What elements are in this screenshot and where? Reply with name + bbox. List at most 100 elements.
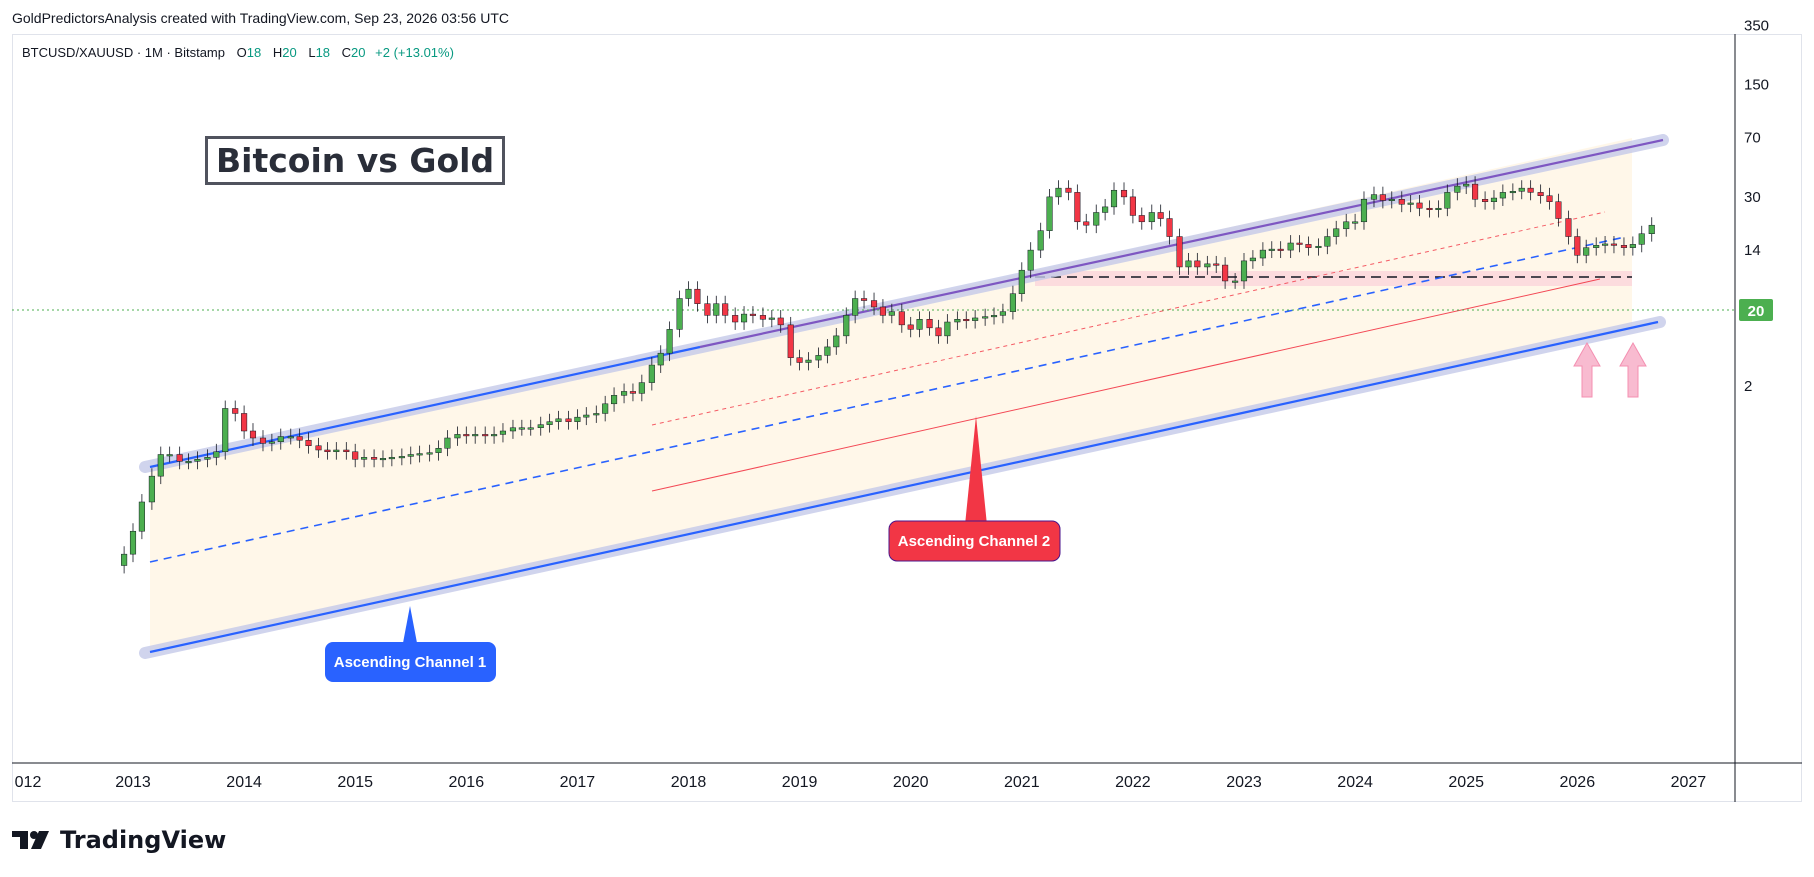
candle-down bbox=[1472, 183, 1479, 200]
tradingview-brand[interactable]: TradingView bbox=[12, 826, 226, 854]
channel2-pointer bbox=[965, 416, 987, 525]
candle-up bbox=[491, 434, 498, 437]
channel1-label: Ascending Channel 1 bbox=[334, 654, 487, 671]
chart-title-box: Bitcoin vs Gold bbox=[205, 136, 506, 185]
time-tick-label: 012 bbox=[15, 774, 42, 791]
candle-down bbox=[296, 436, 303, 441]
candle-down bbox=[1176, 236, 1183, 268]
candle-down bbox=[1379, 194, 1386, 201]
time-tick-label: 2026 bbox=[1560, 774, 1596, 791]
candle-up bbox=[1268, 248, 1275, 251]
candle-up bbox=[621, 391, 628, 396]
candle-up bbox=[509, 427, 517, 432]
candle-down bbox=[1482, 199, 1489, 202]
candle-up bbox=[815, 355, 822, 361]
candle-up bbox=[888, 311, 895, 316]
publisher-credit: GoldPredictorsAnalysis created with Trad… bbox=[12, 10, 509, 26]
channel1-label-bg bbox=[325, 642, 496, 682]
candle-up bbox=[398, 456, 405, 459]
tradingview-logo-icon bbox=[12, 831, 49, 849]
candle-down bbox=[1620, 245, 1628, 248]
candle-up bbox=[1324, 236, 1331, 247]
candle-down bbox=[1222, 264, 1229, 282]
candle-up bbox=[527, 427, 534, 430]
candle-down bbox=[629, 391, 637, 394]
candle-up bbox=[1388, 199, 1395, 202]
candle-down bbox=[176, 454, 183, 462]
candle-up bbox=[499, 430, 507, 435]
legend-high: 20 bbox=[282, 45, 297, 60]
legend-symbol[interactable]: BTCUSD/XAUUSD bbox=[22, 45, 134, 60]
candle-down bbox=[249, 430, 257, 439]
candle-up bbox=[268, 441, 275, 444]
candle-down bbox=[1555, 201, 1562, 219]
candle-down bbox=[1194, 260, 1201, 268]
candle-up bbox=[648, 364, 655, 383]
candle-down bbox=[343, 449, 350, 453]
candle-down bbox=[1213, 263, 1220, 266]
candle-up bbox=[185, 461, 192, 464]
candle-up bbox=[1360, 199, 1368, 223]
candle-down bbox=[1426, 207, 1433, 210]
candle-up bbox=[805, 359, 812, 363]
legend-low-label: L bbox=[308, 45, 316, 60]
candle-up bbox=[1352, 221, 1359, 224]
candle-down bbox=[1610, 243, 1618, 246]
candle-down bbox=[907, 324, 914, 330]
candle-up bbox=[537, 424, 544, 428]
candle-up bbox=[1444, 192, 1451, 209]
candle-up bbox=[824, 346, 831, 356]
candle-down bbox=[1305, 244, 1312, 248]
candle-up bbox=[1629, 244, 1636, 248]
time-tick-label: 2025 bbox=[1448, 774, 1484, 791]
candle-down bbox=[1083, 221, 1090, 226]
legend-close: 20 bbox=[351, 45, 366, 60]
price-tick-label: 14 bbox=[1744, 242, 1761, 259]
symbol-legend[interactable]: BTCUSD/XAUUSD · 1M · Bitstamp O18 H20 L1… bbox=[22, 45, 454, 60]
candle-up bbox=[277, 436, 284, 443]
candle-up bbox=[1009, 293, 1016, 312]
price-tick-label: 2 bbox=[1744, 378, 1752, 395]
candle-up bbox=[388, 457, 395, 460]
candle-up bbox=[1259, 249, 1266, 259]
candle-up bbox=[768, 317, 775, 320]
time-tick-label: 2021 bbox=[1004, 774, 1040, 791]
candle-up bbox=[213, 451, 220, 458]
time-tick-label: 2019 bbox=[782, 774, 818, 791]
candle-down bbox=[704, 303, 711, 316]
candle-up bbox=[843, 315, 850, 337]
channel-top-line-a bbox=[149, 345, 701, 469]
candle-down bbox=[879, 306, 886, 316]
candle-down bbox=[1120, 189, 1128, 198]
candle-up bbox=[1454, 185, 1461, 193]
time-tick-label: 2014 bbox=[226, 774, 262, 791]
candle-up bbox=[741, 313, 748, 323]
candle-up bbox=[990, 315, 998, 318]
candle-up bbox=[1490, 197, 1498, 202]
candle-up bbox=[555, 418, 562, 422]
candle-up bbox=[1240, 260, 1248, 282]
candle-up bbox=[916, 319, 923, 330]
candle-up bbox=[1509, 191, 1516, 194]
candle-up bbox=[129, 530, 137, 555]
candle-down bbox=[926, 319, 933, 329]
candle-up bbox=[1370, 194, 1378, 200]
candle-up bbox=[379, 458, 387, 461]
candle-up bbox=[138, 501, 145, 532]
candle-up bbox=[972, 317, 979, 321]
candle-down bbox=[963, 319, 970, 322]
candle-down bbox=[860, 298, 868, 301]
candle-up bbox=[583, 414, 590, 418]
time-tick-label: 2015 bbox=[337, 774, 373, 791]
legend-open: 18 bbox=[246, 45, 262, 60]
candle-down bbox=[259, 437, 267, 444]
time-tick-label: 2020 bbox=[893, 774, 929, 791]
candle-down bbox=[232, 408, 239, 414]
legend-close-label: C bbox=[341, 45, 352, 60]
candle-down bbox=[787, 324, 794, 358]
channel-band-fill bbox=[150, 138, 1632, 650]
candle-up bbox=[1518, 187, 1525, 192]
brand-name: TradingView bbox=[60, 826, 227, 854]
candle-down bbox=[935, 327, 942, 337]
